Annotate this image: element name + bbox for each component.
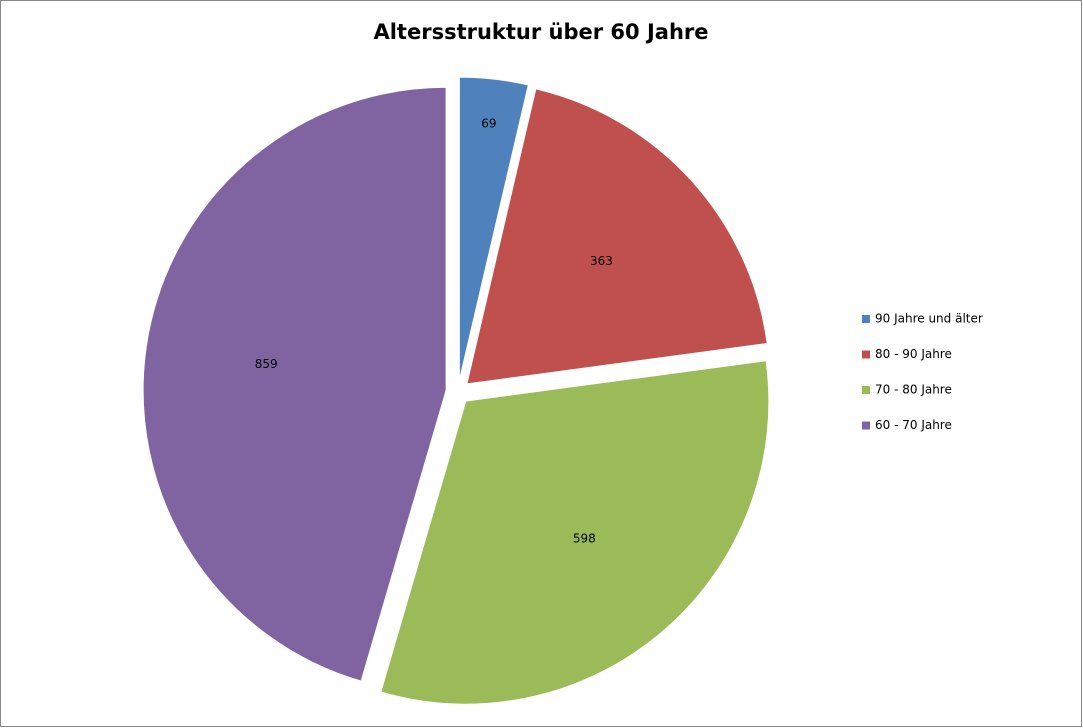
legend-label: 90 Jahre und älter [875, 312, 983, 326]
legend-label: 70 - 80 Jahre [875, 383, 952, 397]
pie-slice [466, 88, 768, 385]
pie-slice [458, 76, 529, 381]
legend-swatch [862, 386, 870, 394]
data-label: 598 [573, 531, 596, 545]
data-label: 859 [255, 357, 278, 371]
data-label: 363 [590, 254, 613, 268]
legend-swatch [862, 315, 870, 323]
chart-title: Altersstruktur über 60 Jahre [373, 20, 708, 44]
legend-swatch [862, 350, 870, 359]
legend-swatch [862, 421, 870, 430]
data-label: 69 [481, 117, 496, 131]
pie-slice [142, 86, 447, 682]
legend-label: 80 - 90 Jahre [875, 347, 952, 361]
pie-slice [380, 360, 770, 705]
legend-label: 60 - 70 Jahre [875, 418, 952, 432]
